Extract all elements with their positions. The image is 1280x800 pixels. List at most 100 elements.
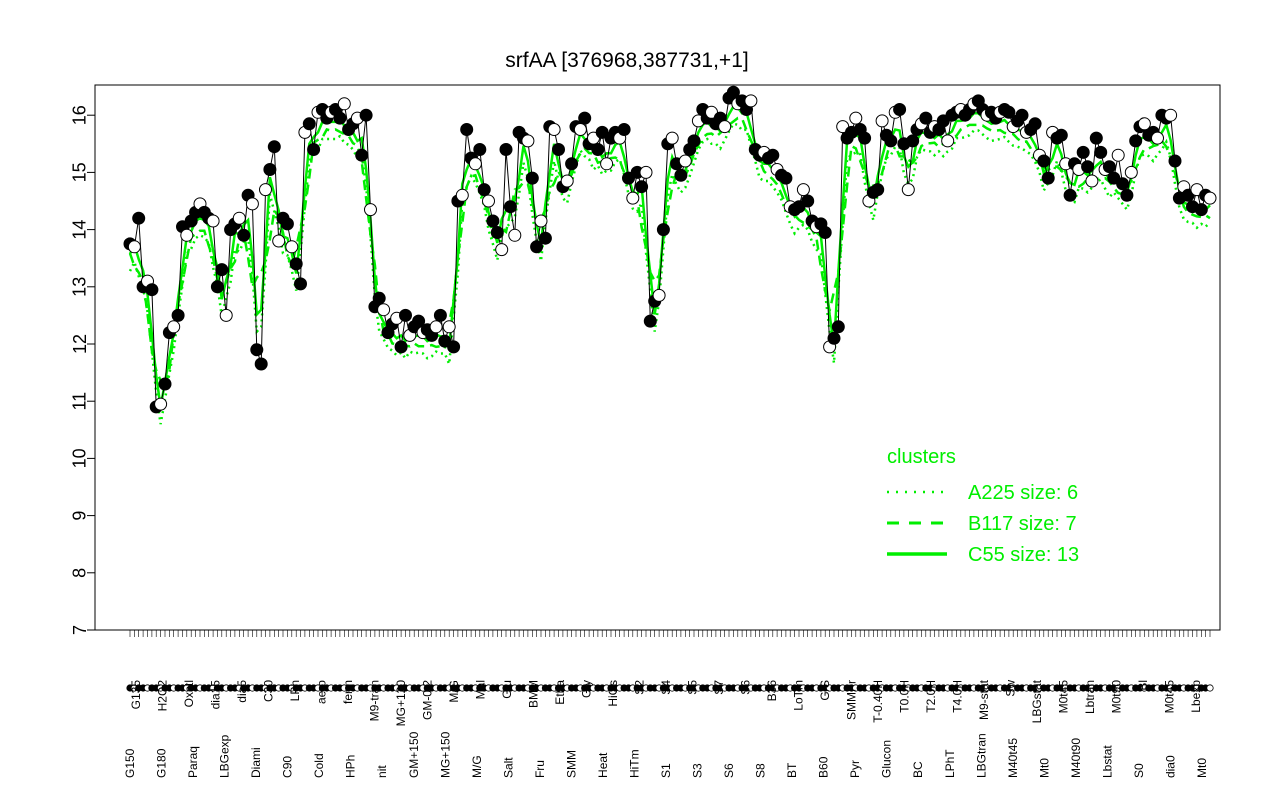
x-tick-label: M9-tran bbox=[368, 680, 382, 721]
data-point bbox=[1102, 160, 1116, 174]
data-point bbox=[639, 165, 653, 179]
legend-title: clusters bbox=[887, 446, 956, 468]
data-point bbox=[521, 134, 535, 148]
x-tick-label: G180 bbox=[155, 748, 169, 778]
x-tick-label: Lbstat bbox=[1100, 745, 1114, 778]
x-tick-label: LoTm bbox=[792, 680, 806, 711]
legend-entry-0: A225 size: 6 bbox=[968, 482, 1078, 504]
x-tick-label: Glucon bbox=[880, 740, 894, 778]
data-point bbox=[849, 111, 863, 125]
x-tick-label: LBGexp bbox=[218, 734, 232, 778]
x-tick-label: Lbtran bbox=[1083, 680, 1097, 714]
data-point bbox=[858, 131, 872, 145]
x-tick-label: S5 bbox=[686, 680, 700, 695]
x-tick-label: BMM bbox=[527, 680, 541, 708]
data-point bbox=[180, 228, 194, 242]
data-point bbox=[1002, 105, 1016, 119]
data-point bbox=[744, 94, 758, 108]
data-point bbox=[486, 214, 500, 228]
x-tick-label: Bl bbox=[1136, 680, 1150, 691]
data-point bbox=[726, 85, 740, 99]
data-point bbox=[272, 234, 286, 248]
x-tick-label: C30 bbox=[262, 680, 276, 702]
data-point bbox=[1028, 117, 1042, 131]
data-point bbox=[158, 377, 172, 391]
data-point bbox=[1164, 108, 1178, 122]
x-tick-label: M40t90 bbox=[1069, 738, 1083, 778]
data-point bbox=[1041, 171, 1055, 185]
data-point bbox=[1120, 188, 1134, 202]
data-point bbox=[600, 157, 614, 171]
data-point bbox=[267, 140, 281, 154]
data-point bbox=[460, 123, 474, 136]
data-point bbox=[643, 314, 657, 328]
data-point bbox=[1124, 165, 1138, 179]
data-point bbox=[1081, 160, 1095, 174]
data-point bbox=[591, 143, 605, 156]
data-point bbox=[433, 308, 447, 322]
x-tick-label: G150 bbox=[123, 748, 137, 778]
x-tick-label: aero bbox=[315, 680, 329, 704]
y-tick-label: 11 bbox=[70, 392, 90, 411]
data-point bbox=[250, 343, 264, 357]
data-point bbox=[1194, 203, 1208, 217]
data-point bbox=[547, 123, 561, 136]
x-tick-label: Lbexp bbox=[1189, 680, 1203, 713]
data-point bbox=[294, 277, 307, 291]
x-tick-label: GM-0.2 bbox=[421, 680, 435, 720]
x-tick-label: S0 bbox=[1132, 763, 1146, 778]
data-point bbox=[875, 114, 889, 128]
data-point bbox=[906, 134, 920, 148]
x-tick-label: GM+150 bbox=[407, 731, 421, 778]
data-point bbox=[665, 131, 679, 145]
data-point bbox=[477, 183, 491, 197]
x-tick-label: G135 bbox=[129, 680, 143, 710]
data-point bbox=[901, 183, 915, 197]
data-point bbox=[1054, 128, 1068, 142]
data-point bbox=[766, 148, 780, 162]
x-tick-label: HPh bbox=[344, 755, 358, 778]
y-tick-label: 14 bbox=[70, 220, 90, 240]
data-point bbox=[893, 103, 907, 116]
x-tick-label: Glu bbox=[500, 680, 514, 699]
data-point bbox=[1089, 131, 1103, 145]
x-tick-label: C90 bbox=[281, 756, 295, 778]
data-point bbox=[656, 223, 670, 237]
data-point bbox=[1063, 188, 1077, 202]
x-tick-label: Salt bbox=[501, 757, 515, 778]
data-point bbox=[254, 357, 268, 371]
x-tick-label: dia0 bbox=[1164, 755, 1178, 778]
data-point bbox=[210, 280, 224, 294]
x-tick-label: S6 bbox=[722, 763, 736, 778]
data-point bbox=[626, 191, 640, 205]
data-point bbox=[245, 197, 259, 211]
data-point bbox=[473, 143, 487, 156]
x-tick-label: Gly bbox=[580, 680, 594, 698]
data-point bbox=[355, 148, 369, 162]
data-point bbox=[263, 163, 277, 176]
legend: clusters A225 size: 6 B117 size: 7 C55 s… bbox=[887, 446, 1079, 566]
data-point bbox=[779, 171, 793, 185]
data-point bbox=[259, 183, 272, 197]
x-tick-label: S4 bbox=[659, 680, 673, 695]
chart-title: srfAA [376968,387731,+1] bbox=[505, 49, 748, 72]
data-point bbox=[399, 308, 412, 322]
data-point bbox=[447, 340, 461, 354]
data-point bbox=[455, 188, 469, 202]
x-tick-label: LBGstat bbox=[1030, 679, 1044, 723]
data-point bbox=[801, 194, 815, 208]
y-tick-label: 15 bbox=[70, 162, 90, 182]
data-point bbox=[219, 308, 233, 322]
data-point bbox=[560, 174, 574, 188]
data-point bbox=[508, 228, 522, 242]
data-point bbox=[831, 320, 845, 334]
x-tick-label: SMMPr bbox=[845, 680, 859, 720]
data-point bbox=[827, 331, 841, 345]
data-point bbox=[530, 240, 544, 254]
y-tick-label: 8 bbox=[70, 568, 90, 578]
data-point bbox=[289, 257, 303, 271]
data-point bbox=[1129, 134, 1143, 148]
x-tick-label: Mt0 bbox=[1037, 758, 1051, 778]
data-point bbox=[302, 117, 316, 131]
x-tick-label: Paraq bbox=[186, 746, 200, 778]
